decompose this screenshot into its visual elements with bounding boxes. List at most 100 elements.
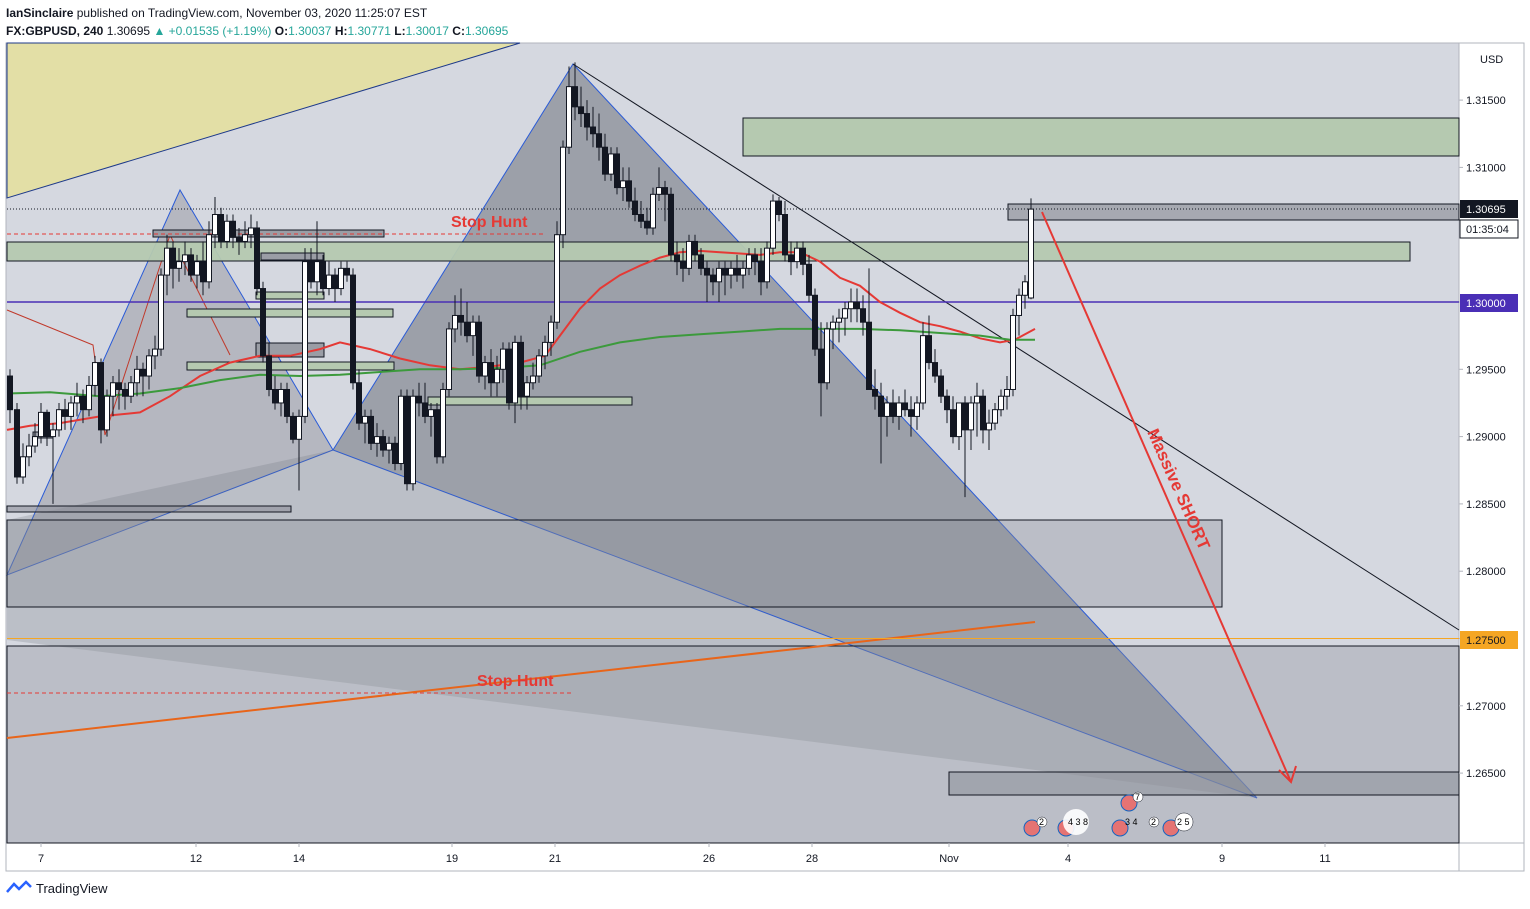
candle-body [368, 415, 374, 444]
published-text: published on TradingView.com, November 0… [76, 6, 428, 20]
zone-box-lower[interactable] [6, 645, 1460, 844]
flag-us-icon[interactable] [1023, 819, 1041, 837]
time-tick-label: 14 [293, 853, 305, 865]
candle-body [1028, 208, 1034, 299]
candle-body [770, 200, 776, 249]
candle-body [110, 382, 116, 397]
grey-zone-price[interactable] [1007, 203, 1460, 221]
candle [902, 389, 908, 417]
candle-body [710, 274, 716, 283]
candle-body [608, 153, 614, 175]
candle-body [986, 422, 992, 431]
candle [386, 436, 392, 464]
high-label: H: [334, 24, 348, 38]
candle [266, 342, 272, 397]
candle [380, 429, 386, 457]
candle-body [302, 261, 308, 417]
candle-body [458, 314, 464, 323]
candle-body [728, 267, 734, 276]
candle-body [722, 267, 728, 276]
candle-body [86, 384, 92, 411]
price-tag-last[interactable]: 1.30695 01:35:04 [1459, 200, 1519, 239]
tradingview-logo-icon[interactable] [6, 880, 32, 896]
candle [1022, 275, 1028, 309]
candle-body [410, 395, 416, 485]
candle [710, 268, 716, 296]
candle-body [38, 411, 44, 438]
svg-text:2 5: 2 5 [1177, 817, 1190, 827]
candle-body [50, 429, 56, 438]
candle-body [548, 321, 554, 343]
candle [662, 180, 668, 222]
candle [176, 248, 182, 282]
candle [428, 402, 434, 437]
green-zone-top[interactable] [742, 117, 1460, 157]
event-markers[interactable]: 2 4 3 8 7 3 4 2 2 5 [1023, 791, 1194, 837]
time-axis[interactable] [5, 842, 1460, 872]
candle [626, 167, 632, 208]
candle-body [188, 254, 194, 276]
candle [350, 268, 356, 390]
currency-label: USD [1480, 54, 1503, 66]
flag-uk-icon[interactable] [1111, 819, 1129, 837]
candle [404, 389, 410, 491]
short-arrow[interactable] [1041, 211, 1297, 784]
author-name[interactable]: IanSinclaire [6, 6, 74, 20]
time-tick-label: 12 [190, 853, 202, 865]
horizontal-lines[interactable] [7, 301, 1459, 639]
candle-body [746, 254, 752, 269]
candle-body [536, 355, 542, 377]
candle-body [128, 382, 134, 397]
candle [518, 335, 524, 410]
candle [944, 389, 950, 424]
brand-name[interactable]: TradingView [36, 880, 108, 896]
orange-trendline[interactable] [6, 621, 1036, 739]
candle [836, 308, 842, 343]
time-tick-label: 21 [549, 853, 561, 865]
candle-body [812, 294, 818, 350]
candle [560, 140, 566, 249]
candle [158, 268, 164, 356]
candle [578, 86, 584, 128]
candle [338, 261, 344, 296]
candle-body [830, 321, 836, 330]
zone-box-large[interactable] [6, 519, 1223, 608]
candle [554, 221, 560, 329]
candle-body [326, 274, 332, 290]
price-axis[interactable] [1458, 42, 1525, 844]
flag-uk-icon[interactable] [1120, 794, 1138, 812]
candle [248, 214, 254, 249]
candle [80, 389, 86, 424]
candle-body [440, 388, 446, 458]
candle [776, 197, 782, 222]
candle [974, 382, 980, 437]
candle [188, 248, 194, 282]
candle [680, 248, 686, 282]
candle [344, 261, 350, 282]
candle [122, 382, 128, 410]
price-tag-purple[interactable]: 1.30000 [1460, 294, 1518, 312]
candle [368, 409, 374, 451]
candlesticks[interactable] [7, 62, 1034, 504]
candle-body [20, 456, 26, 478]
candle-body [614, 153, 620, 189]
candle-body [494, 368, 500, 384]
candle [716, 261, 722, 302]
candle [26, 433, 32, 467]
chart-drawings[interactable] [6, 42, 1460, 844]
candle [470, 315, 476, 356]
candle-body [716, 267, 722, 283]
target-zone-box[interactable] [948, 771, 1460, 796]
price-tag-orange[interactable]: 1.27500 [1460, 631, 1518, 649]
yellow-triangle-zone[interactable] [6, 42, 521, 199]
candle [392, 436, 398, 471]
symbol-label[interactable]: FX:GBPUSD, 240 [6, 24, 104, 38]
candle-body [602, 146, 608, 175]
candle [860, 295, 866, 336]
candle-body [968, 402, 974, 431]
candle [674, 241, 680, 276]
candle [224, 214, 230, 249]
candle-body [734, 267, 740, 276]
candle [92, 355, 98, 397]
